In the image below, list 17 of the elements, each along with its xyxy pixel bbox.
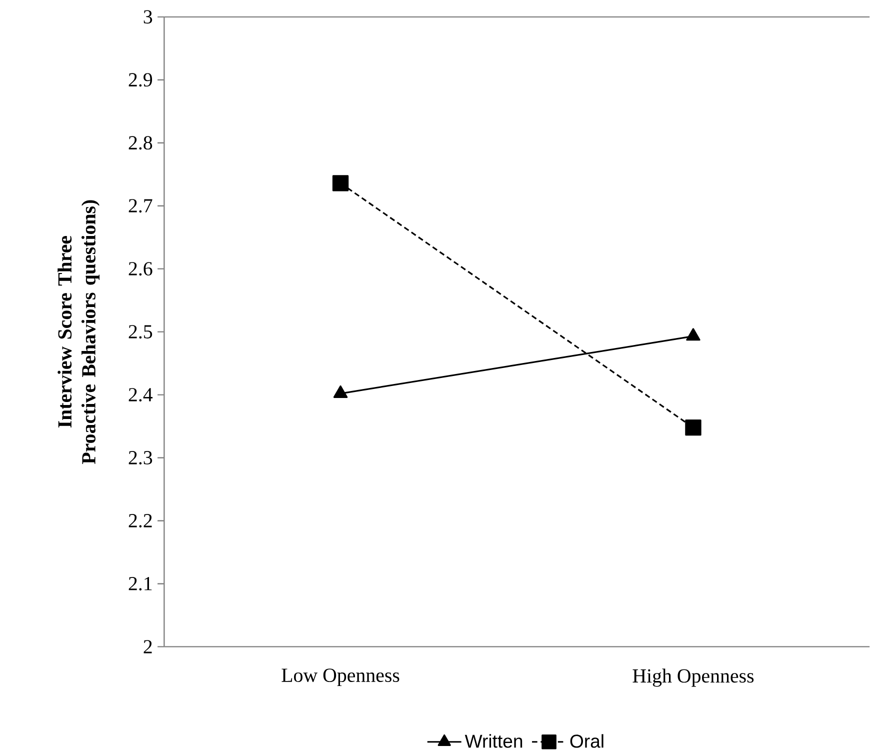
y-tick-label: 2.6	[128, 262, 152, 276]
y-tick-label: 2	[144, 640, 152, 654]
y-tick-label: 2.9	[128, 73, 152, 87]
y-tick-label: 2.8	[128, 136, 152, 150]
x-tick-label: Low Openness	[282, 668, 400, 686]
x-tick-label: High Openness	[632, 668, 754, 687]
point	[332, 175, 349, 192]
legend-label: Oral	[570, 734, 604, 748]
y-tick-label: 3	[144, 10, 152, 24]
y-axis-title: Interview Score Three Proactive Behaviors questions)	[58, 200, 100, 464]
legend-label: Written	[464, 734, 522, 748]
y-tick-label: 2.2	[128, 514, 152, 528]
y-tick-label: 2.7	[128, 199, 152, 213]
y-tick-label: 2.4	[128, 388, 153, 402]
y-tick-label: 2.1	[128, 577, 152, 591]
y-tick-label: 2.3	[128, 451, 152, 465]
y-tick-label: 2.5	[128, 325, 152, 339]
